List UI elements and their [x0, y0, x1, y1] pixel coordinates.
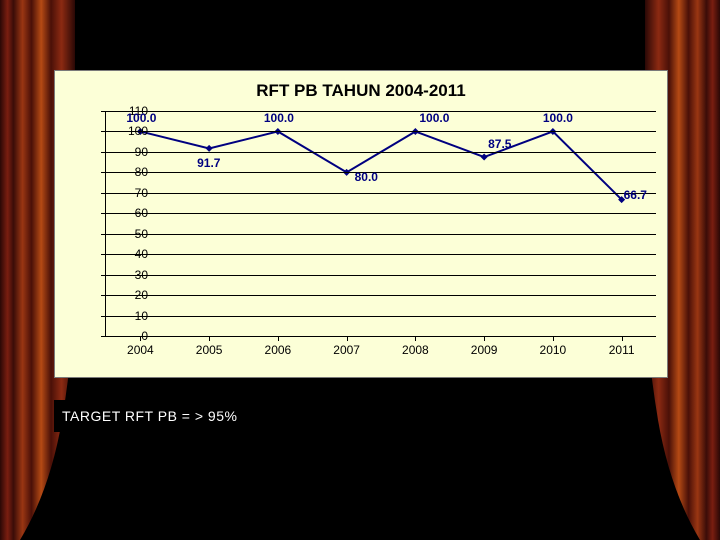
gridline — [106, 152, 656, 153]
x-tick — [484, 336, 485, 341]
y-tick — [101, 193, 106, 194]
y-tick — [101, 213, 106, 214]
y-axis-label: 20 — [108, 288, 148, 302]
y-tick — [101, 275, 106, 276]
gridline — [106, 172, 656, 173]
gridline — [106, 316, 656, 317]
x-tick — [209, 336, 210, 341]
x-tick — [622, 336, 623, 341]
x-tick — [140, 336, 141, 341]
y-tick — [101, 316, 106, 317]
y-tick — [101, 131, 106, 132]
y-tick — [101, 172, 106, 173]
gridline — [106, 295, 656, 296]
x-axis-label: 2011 — [592, 343, 652, 357]
gridline — [106, 111, 656, 112]
y-axis-label: 30 — [108, 268, 148, 282]
x-tick — [553, 336, 554, 341]
y-tick — [101, 254, 106, 255]
y-tick — [101, 336, 106, 337]
y-axis-label: 60 — [108, 206, 148, 220]
x-axis-label: 2006 — [248, 343, 308, 357]
gridline — [106, 254, 656, 255]
y-axis-label: 80 — [108, 165, 148, 179]
x-tick — [347, 336, 348, 341]
chart-title: RFT PB TAHUN 2004-2011 — [55, 81, 667, 101]
target-box: TARGET RFT PB = > 95% — [54, 400, 294, 432]
data-label: 91.7 — [197, 156, 220, 170]
gridline — [106, 213, 656, 214]
x-axis-label: 2009 — [454, 343, 514, 357]
y-tick — [101, 111, 106, 112]
y-axis-label: 10 — [108, 309, 148, 323]
y-axis-label: 90 — [108, 145, 148, 159]
y-axis-label: 0 — [108, 329, 148, 343]
data-label: 100.0 — [419, 111, 449, 125]
data-label: 80.0 — [355, 170, 378, 184]
line-series — [106, 111, 656, 336]
data-label: 100.0 — [264, 111, 294, 125]
y-tick — [101, 152, 106, 153]
gridline — [106, 234, 656, 235]
gridline — [106, 131, 656, 132]
x-axis-label: 2010 — [523, 343, 583, 357]
gridline — [106, 275, 656, 276]
y-tick — [101, 295, 106, 296]
x-axis-label: 2007 — [317, 343, 377, 357]
y-axis-label: 70 — [108, 186, 148, 200]
y-axis-label: 100 — [108, 124, 148, 138]
target-text: TARGET RFT PB = > 95% — [62, 408, 237, 424]
x-axis-label: 2004 — [110, 343, 170, 357]
x-tick — [278, 336, 279, 341]
data-label: 87.5 — [488, 137, 511, 151]
x-axis-label: 2008 — [385, 343, 445, 357]
y-axis-label: 50 — [108, 227, 148, 241]
y-tick — [101, 234, 106, 235]
y-axis-label: 40 — [108, 247, 148, 261]
slide: RFT PB TAHUN 2004-2011 0 10 20 30 40 50 60 70 80… — [0, 0, 720, 540]
gridline — [106, 193, 656, 194]
data-label: 100.0 — [126, 111, 156, 125]
data-label: 100.0 — [543, 111, 573, 125]
x-tick — [415, 336, 416, 341]
chart-panel: RFT PB TAHUN 2004-2011 0 10 20 30 40 50 60 70 80… — [54, 70, 668, 378]
data-label: 66.7 — [624, 188, 647, 202]
plot-area: 0102030405060708090100110200420052006200… — [105, 111, 656, 337]
x-axis-label: 2005 — [179, 343, 239, 357]
